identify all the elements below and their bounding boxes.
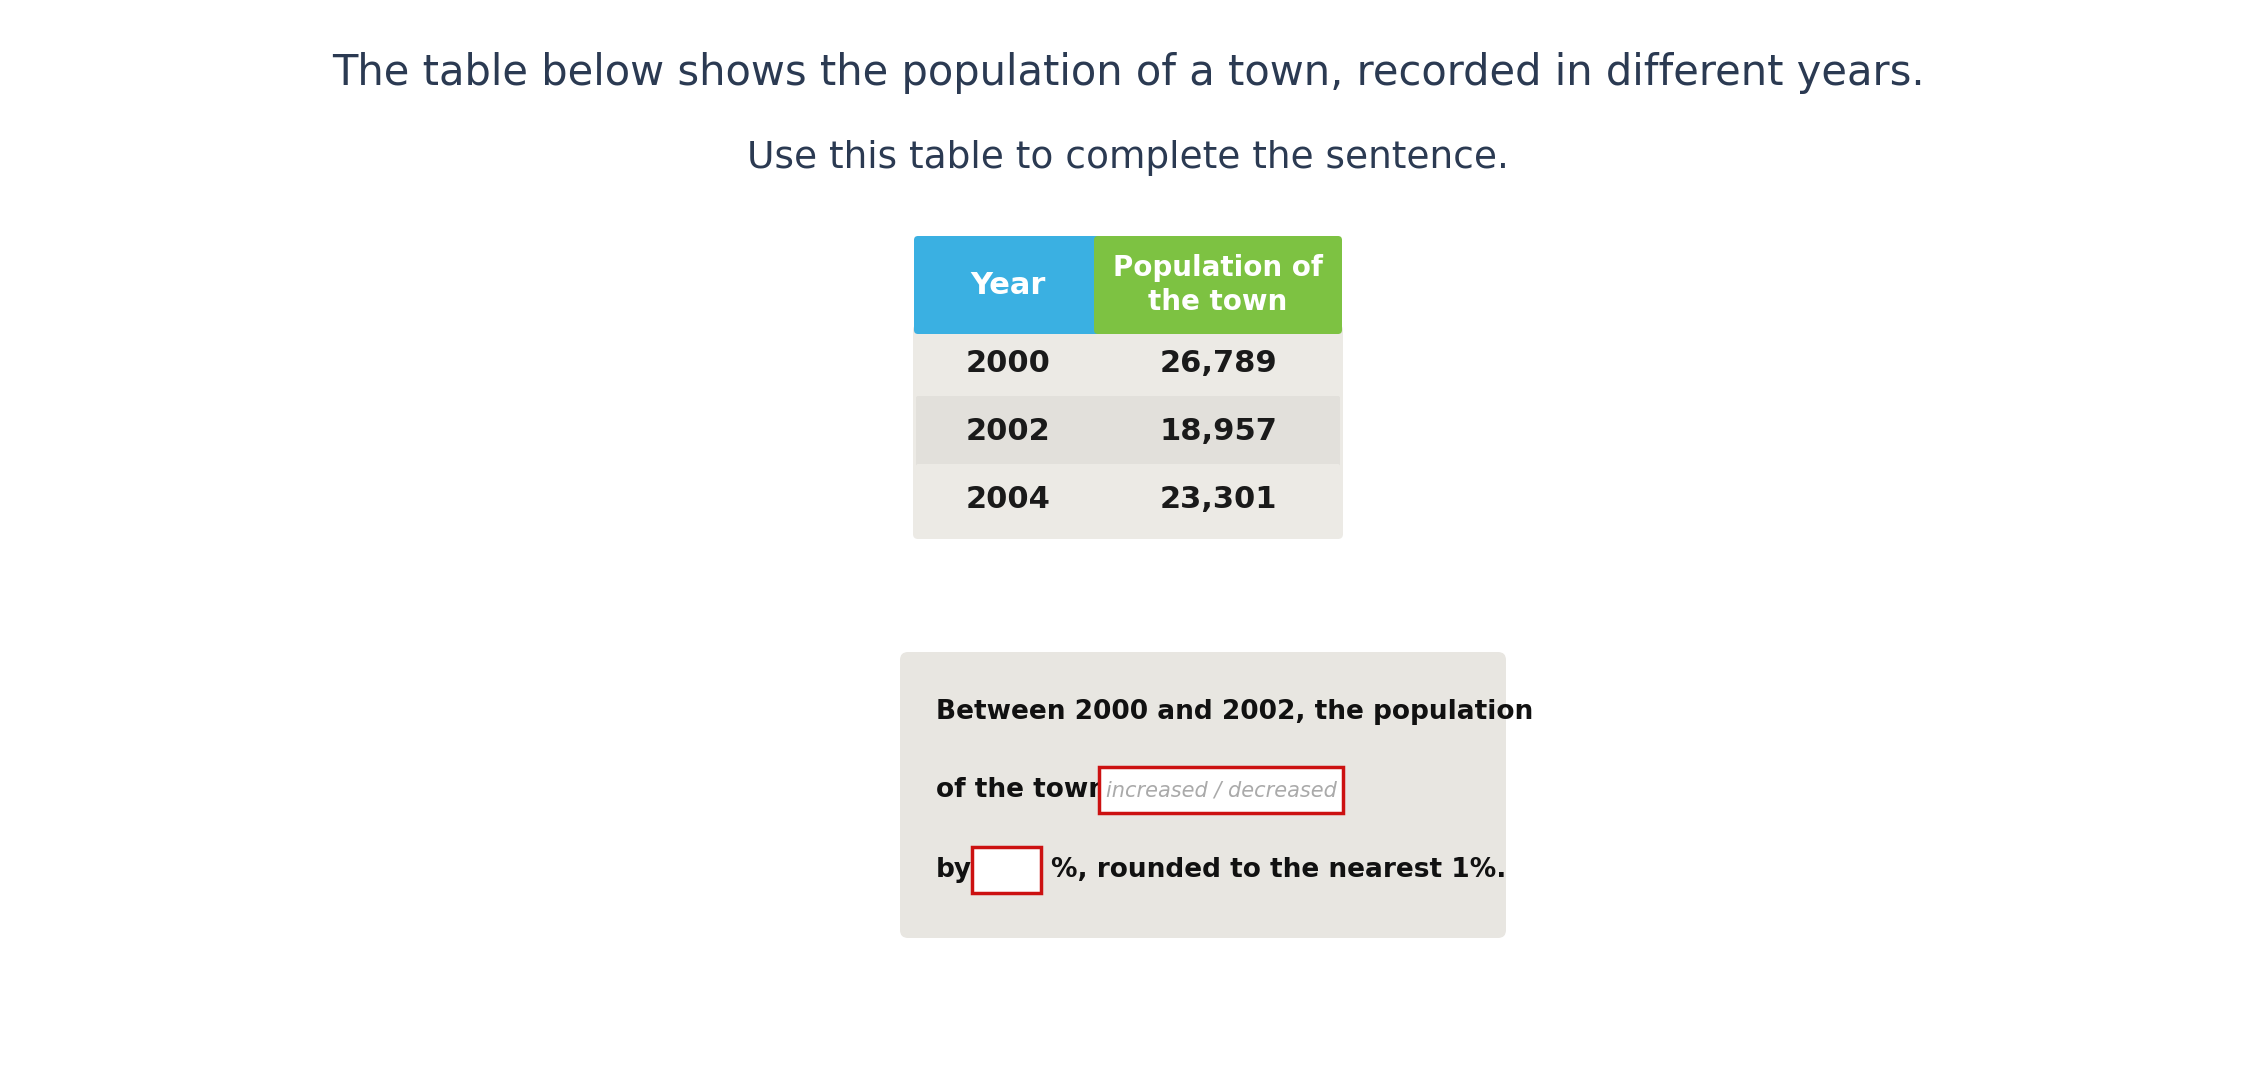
FancyBboxPatch shape bbox=[972, 847, 1040, 893]
Text: Between 2000 and 2002, the population: Between 2000 and 2002, the population bbox=[936, 698, 1534, 725]
Text: 18,957: 18,957 bbox=[1160, 418, 1277, 446]
Text: Use this table to complete the sentence.: Use this table to complete the sentence. bbox=[747, 140, 1509, 176]
Text: increased / decreased: increased / decreased bbox=[1105, 780, 1336, 800]
FancyBboxPatch shape bbox=[1094, 236, 1342, 334]
Text: 2000: 2000 bbox=[966, 349, 1051, 378]
Text: The table below shows the population of a town, recorded in different years.: The table below shows the population of … bbox=[332, 52, 1924, 94]
FancyBboxPatch shape bbox=[914, 236, 1101, 334]
FancyBboxPatch shape bbox=[916, 464, 1340, 536]
Text: 2004: 2004 bbox=[966, 486, 1051, 515]
FancyBboxPatch shape bbox=[1099, 767, 1342, 813]
FancyBboxPatch shape bbox=[900, 651, 1507, 938]
Text: by: by bbox=[936, 857, 972, 883]
Text: Year: Year bbox=[970, 270, 1047, 299]
Text: 23,301: 23,301 bbox=[1160, 486, 1277, 515]
FancyBboxPatch shape bbox=[916, 328, 1340, 400]
Text: Population of
the town: Population of the town bbox=[1112, 254, 1322, 316]
FancyBboxPatch shape bbox=[916, 396, 1340, 468]
FancyBboxPatch shape bbox=[914, 325, 1342, 539]
Text: %, rounded to the nearest 1%.: %, rounded to the nearest 1%. bbox=[1051, 857, 1507, 883]
Text: 2002: 2002 bbox=[966, 418, 1051, 446]
Text: of the town: of the town bbox=[936, 778, 1108, 803]
Text: 26,789: 26,789 bbox=[1160, 349, 1277, 378]
